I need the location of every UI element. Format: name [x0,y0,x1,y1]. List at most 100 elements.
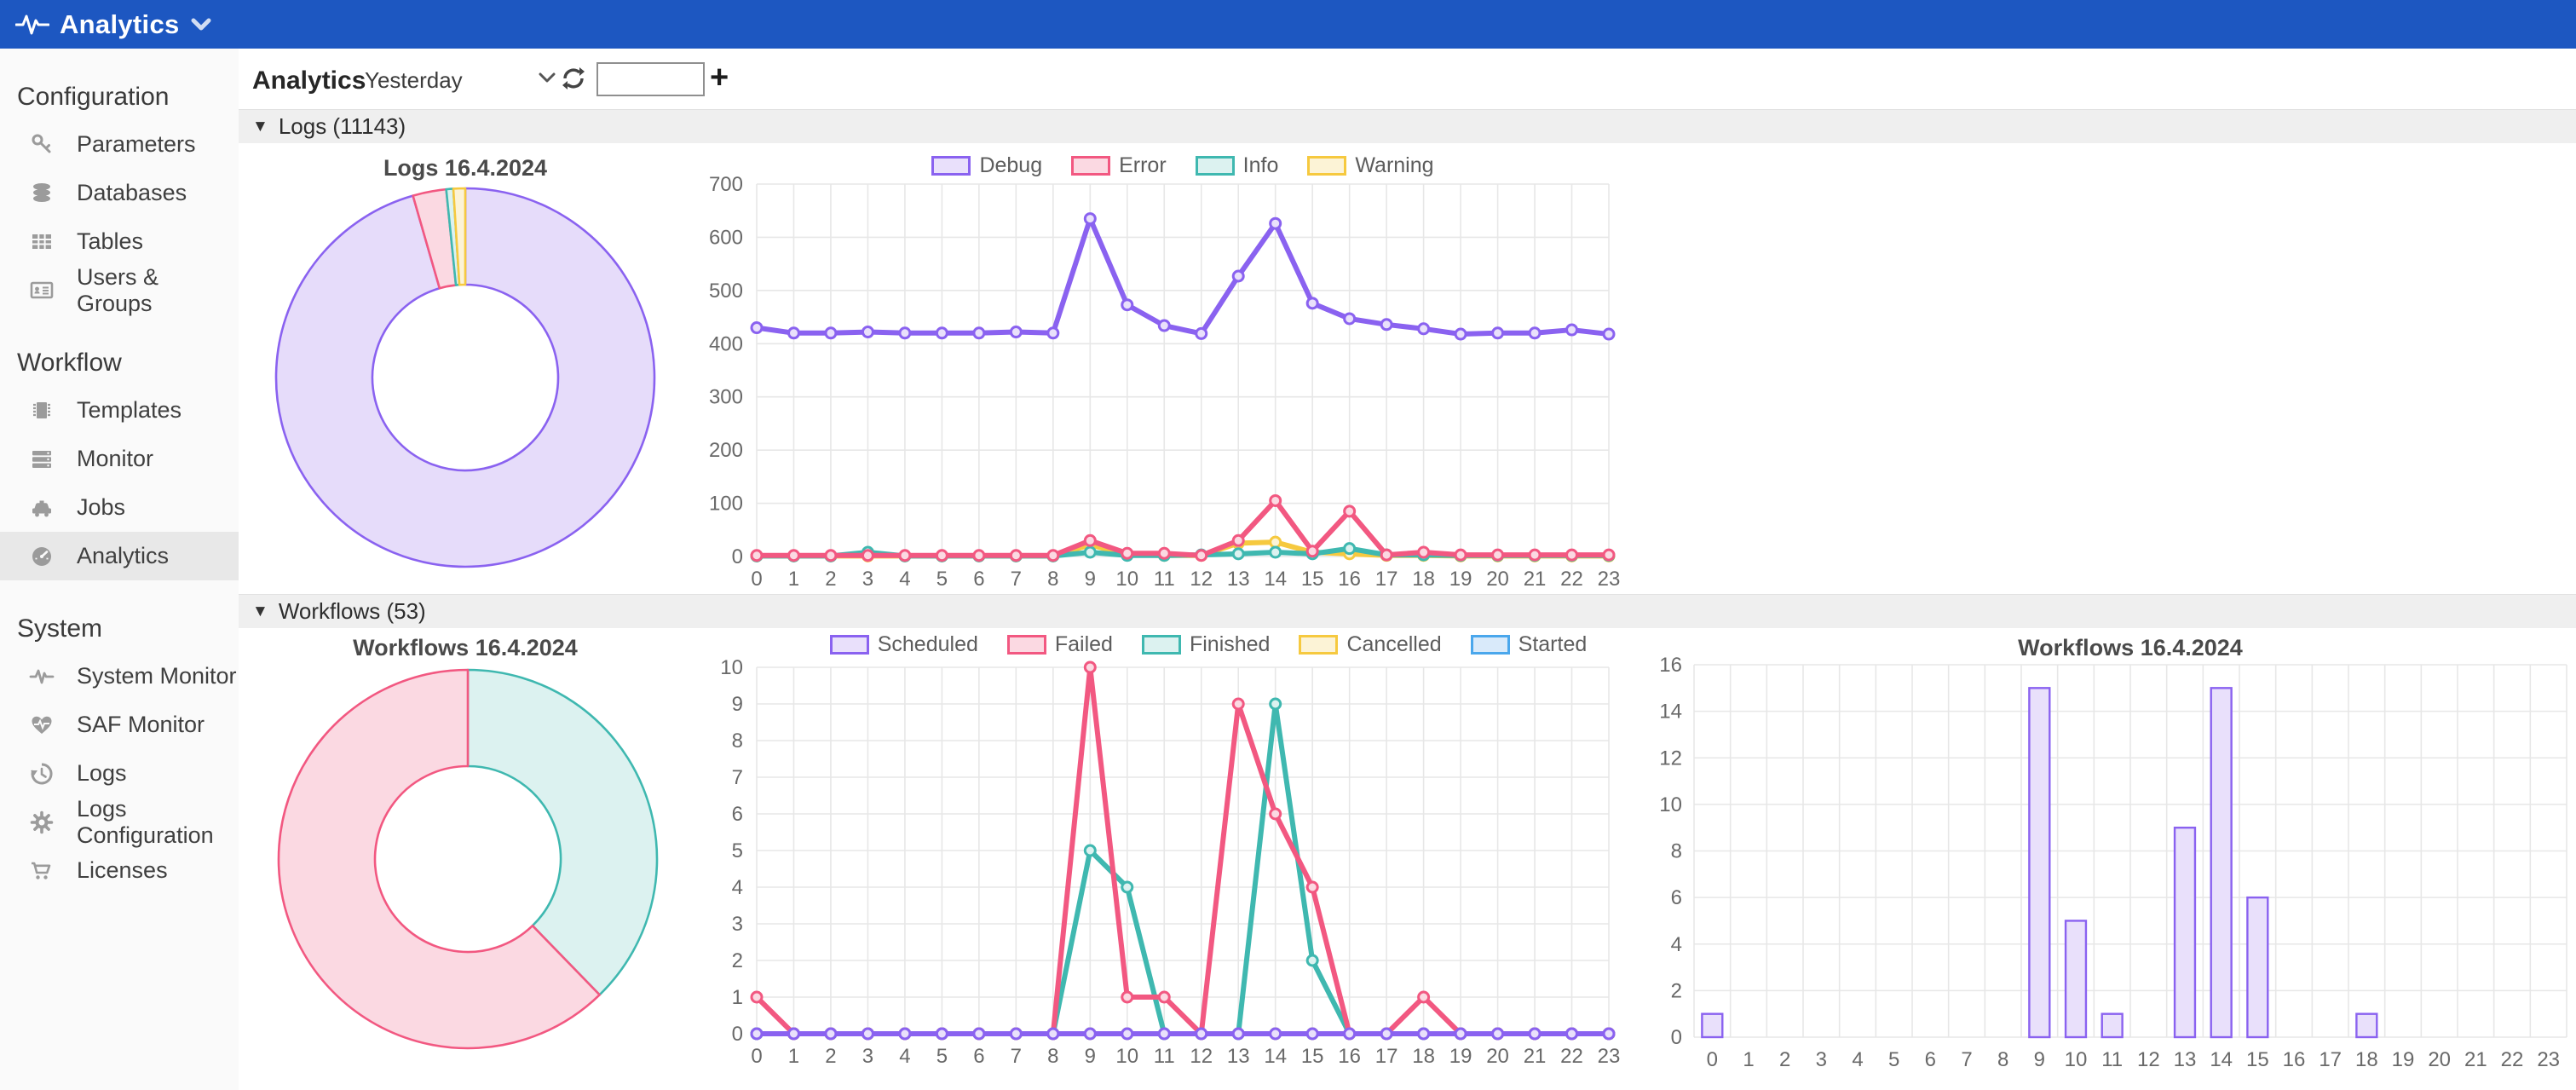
svg-text:12: 12 [1190,1045,1213,1068]
legend-swatch [1006,635,1046,655]
sidebar-item-system-monitor[interactable]: System Monitor [0,652,239,701]
sidebar-item-jobs[interactable]: Jobs [0,483,239,532]
svg-text:19: 19 [1449,1045,1472,1068]
svg-text:7: 7 [1011,1045,1022,1068]
svg-text:2: 2 [1671,979,1682,1002]
svg-text:22: 22 [2501,1048,2524,1071]
section-header-workflows[interactable]: ▼ Workflows (53) [239,594,2576,628]
legend-label: Failed [1054,632,1113,656]
legend-label: Started [1518,632,1588,656]
heart-pulse-icon [29,712,55,738]
svg-text:8: 8 [1047,1045,1058,1068]
svg-text:12: 12 [2137,1048,2160,1071]
sidebar-item-parameters[interactable]: Parameters [0,120,239,169]
sidebar-item-analytics[interactable]: Analytics [0,532,239,580]
sidebar-item-label: SAF Monitor [77,712,205,737]
refresh-button[interactable] [557,64,590,96]
filter-input[interactable] [596,62,705,96]
svg-text:5: 5 [1888,1048,1899,1071]
sidebar-item-logs[interactable]: Logs [0,749,239,798]
legend-swatch [1470,635,1510,655]
svg-text:14: 14 [1264,1045,1287,1068]
sidebar-item-logs-configuration[interactable]: Logs Configuration [0,796,239,848]
legend-item-warning[interactable]: Warning [1307,153,1434,178]
svg-text:6: 6 [973,568,984,591]
svg-text:3: 3 [862,1045,873,1068]
app-switcher[interactable]: Analytics [15,9,212,40]
svg-text:3: 3 [1816,1048,1827,1071]
svg-text:20: 20 [2428,1048,2451,1071]
svg-text:17: 17 [1375,1045,1398,1068]
svg-text:1: 1 [788,568,799,591]
sidebar-item-templates[interactable]: Templates [0,386,239,435]
svg-text:16: 16 [1338,1045,1361,1068]
svg-text:8: 8 [1671,840,1682,863]
svg-text:13: 13 [1227,1045,1250,1068]
svg-text:0: 0 [751,1045,762,1068]
key-icon [29,132,55,158]
sidebar-item-monitor[interactable]: Monitor [0,435,239,483]
svg-text:3: 3 [732,913,743,936]
history-icon [29,761,55,787]
sidebar-item-users-groups[interactable]: Users & Groups [0,263,239,316]
svg-text:6: 6 [1671,886,1682,909]
legend-label: Error [1119,153,1167,177]
cart-icon [29,858,55,884]
legend-label: Info [1242,153,1279,177]
legend-item-error[interactable]: Error [1071,153,1167,178]
legend-item-started[interactable]: Started [1470,632,1588,657]
svg-text:9: 9 [1085,568,1096,591]
svg-text:13: 13 [1227,568,1250,591]
svg-text:22: 22 [1560,1045,1583,1068]
legend-item-cancelled[interactable]: Cancelled [1299,632,1442,657]
sidebar-item-databases[interactable]: Databases [0,169,239,217]
workflows-donut-title: Workflows 16.4.2024 [353,635,578,660]
sidebar-item-label: Parameters [77,131,196,157]
svg-text:16: 16 [1659,654,1682,677]
svg-text:12: 12 [1190,568,1213,591]
svg-text:11: 11 [1154,1045,1175,1068]
period-select[interactable]: Yesterday [365,63,556,97]
legend-swatch [1141,635,1181,655]
legend-item-info[interactable]: Info [1195,153,1279,178]
page-header: Analytics Yesterday + [239,49,2576,109]
svg-text:21: 21 [1524,568,1547,591]
svg-text:23: 23 [1598,1045,1621,1068]
sidebar-item-saf-monitor[interactable]: SAF Monitor [0,701,239,749]
database-icon [29,181,55,206]
sidebar-item-licenses[interactable]: Licenses [0,846,239,895]
legend-item-failed[interactable]: Failed [1006,632,1113,657]
car-icon [29,495,55,521]
svg-text:5: 5 [732,839,743,862]
main-content: Analytics Yesterday + ▼ Logs (11143) [239,49,2576,1090]
section-header-logs[interactable]: ▼ Logs (11143) [239,109,2576,143]
svg-text:23: 23 [1598,568,1621,591]
workflows-bar-title: Workflows 16.4.2024 [2018,635,2243,660]
legend-item-debug[interactable]: Debug [931,153,1042,178]
svg-text:18: 18 [2355,1048,2378,1071]
svg-text:2: 2 [732,949,743,972]
svg-text:10: 10 [1115,568,1138,591]
svg-text:14: 14 [2210,1048,2233,1071]
svg-text:400: 400 [709,332,743,355]
svg-text:11: 11 [1154,568,1175,591]
svg-text:15: 15 [2246,1048,2269,1071]
svg-text:9: 9 [1085,1045,1096,1068]
legend-label: Warning [1355,153,1434,177]
legend-swatch [1307,156,1347,176]
svg-text:100: 100 [709,493,743,516]
workflows-panel: 0 1 2 3 4 5 6 7 8 9 10 0 1 2 3 4 5 6 7 8 9 10 11 12 13 14 15 16 17 18… [239,628,2576,1090]
legend-item-finished[interactable]: Finished [1141,632,1270,657]
svg-text:10: 10 [1659,793,1682,816]
sidebar-item-label: Users & Groups [77,263,159,316]
sidebar-item-tables[interactable]: Tables [0,217,239,266]
svg-text:300: 300 [709,386,743,409]
sidebar-section-title: Workflow [17,349,122,377]
legend-item-scheduled[interactable]: Scheduled [829,632,978,657]
svg-text:14: 14 [1659,701,1682,724]
svg-text:6: 6 [973,1045,984,1068]
add-button[interactable]: + [710,60,729,95]
svg-text:0: 0 [732,1023,743,1046]
